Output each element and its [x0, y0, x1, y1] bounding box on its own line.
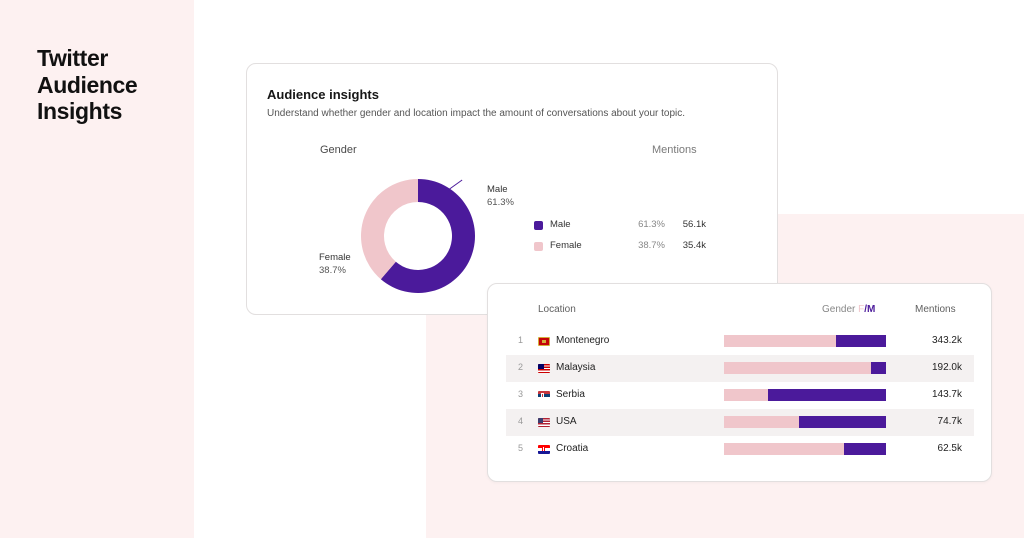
page-title-line-2: Audience	[37, 71, 138, 98]
row-mentions: 74.7k	[937, 416, 962, 427]
female-callout: Female 38.7%	[319, 251, 351, 277]
row-mentions: 343.2k	[931, 335, 962, 346]
location-mentions-header: Mentions	[915, 304, 956, 315]
serbia-flag-icon	[538, 391, 550, 400]
page-title-line-3: Insights	[37, 98, 122, 124]
male-callout-percent: 61.3%	[487, 197, 514, 208]
usa-flag-icon	[538, 418, 550, 427]
gender-split-bar	[724, 362, 886, 374]
legend-row-female[interactable]: Female 38.7% 35.4k	[534, 240, 714, 254]
row-country: Croatia	[556, 443, 589, 454]
left-panel-background	[0, 0, 194, 538]
croatia-flag-icon	[538, 445, 550, 454]
male-callout: Male 61.3%	[487, 183, 514, 209]
row-country: Montenegro	[556, 335, 610, 346]
row-rank: 2	[518, 362, 524, 372]
gender-header-f: F	[858, 304, 865, 315]
male-share-fill	[835, 335, 886, 347]
location-row-serbia[interactable]: 3 Serbia 143.7k	[506, 382, 974, 409]
male-share-fill	[871, 362, 886, 374]
gender-split-bar	[724, 443, 886, 455]
row-mentions: 62.5k	[937, 443, 962, 454]
location-row-montenegro[interactable]: 1 Montenegro 343.2k	[506, 328, 974, 355]
gender-split-bar	[724, 335, 886, 347]
row-mentions: 192.0k	[931, 362, 962, 373]
location-row-malaysia[interactable]: 2 Malaysia 192.0k	[506, 355, 974, 382]
donut-slice-male[interactable]	[380, 179, 475, 293]
donut-slice-female[interactable]	[361, 179, 418, 280]
legend-label: Male	[550, 219, 571, 230]
male-callout-line	[447, 179, 463, 191]
gender-header: Gender	[320, 144, 357, 156]
mentions-header: Mentions	[652, 144, 697, 156]
male-share-fill	[798, 416, 886, 428]
row-rank: 4	[518, 416, 524, 426]
male-share-fill	[767, 389, 886, 401]
card-description: Understand whether gender and location i…	[267, 108, 686, 119]
legend-mentions: 56.1k	[682, 219, 706, 230]
row-country: USA	[556, 416, 577, 427]
location-row-croatia[interactable]: 5 Croatia 62.5k	[506, 436, 974, 463]
legend-mentions: 35.4k	[682, 240, 706, 251]
gender-header-m: M	[867, 304, 876, 315]
location-card: Location Gender F/M Mentions 1 Montenegr…	[487, 283, 992, 482]
female-swatch-icon	[534, 242, 543, 251]
female-callout-label: Female	[319, 252, 351, 263]
row-rank: 5	[518, 443, 524, 453]
gender-split-bar	[724, 416, 886, 428]
legend-label: Female	[550, 240, 582, 251]
gender-split-bar	[724, 389, 886, 401]
row-mentions: 143.7k	[931, 389, 962, 400]
female-callout-percent: 38.7%	[319, 265, 346, 276]
row-country: Serbia	[556, 389, 585, 400]
gender-header-slash: /	[864, 304, 868, 315]
row-rank: 1	[518, 335, 524, 345]
legend-row-male[interactable]: Male 61.3% 56.1k	[534, 219, 714, 233]
row-rank: 3	[518, 389, 524, 399]
male-share-fill	[843, 443, 886, 455]
gender-header-prefix: Gender	[822, 304, 859, 315]
page-title: Twitter Audience Insights	[37, 45, 187, 125]
audience-insights-card: Audience insights Understand whether gen…	[246, 63, 778, 315]
legend-percent: 61.3%	[638, 219, 665, 230]
malaysia-flag-icon	[538, 364, 550, 373]
montenegro-flag-icon	[538, 337, 550, 346]
gender-fm-header: Gender F/M	[822, 304, 875, 315]
row-country: Malaysia	[556, 362, 596, 373]
location-header: Location	[538, 304, 576, 315]
page-title-line-1: Twitter	[37, 45, 108, 71]
location-row-usa[interactable]: 4 USA 74.7k	[506, 409, 974, 436]
legend-percent: 38.7%	[638, 240, 665, 251]
male-callout-label: Male	[487, 184, 508, 195]
card-title: Audience insights	[267, 87, 379, 102]
gender-donut-chart	[361, 179, 475, 293]
male-swatch-icon	[534, 221, 543, 230]
